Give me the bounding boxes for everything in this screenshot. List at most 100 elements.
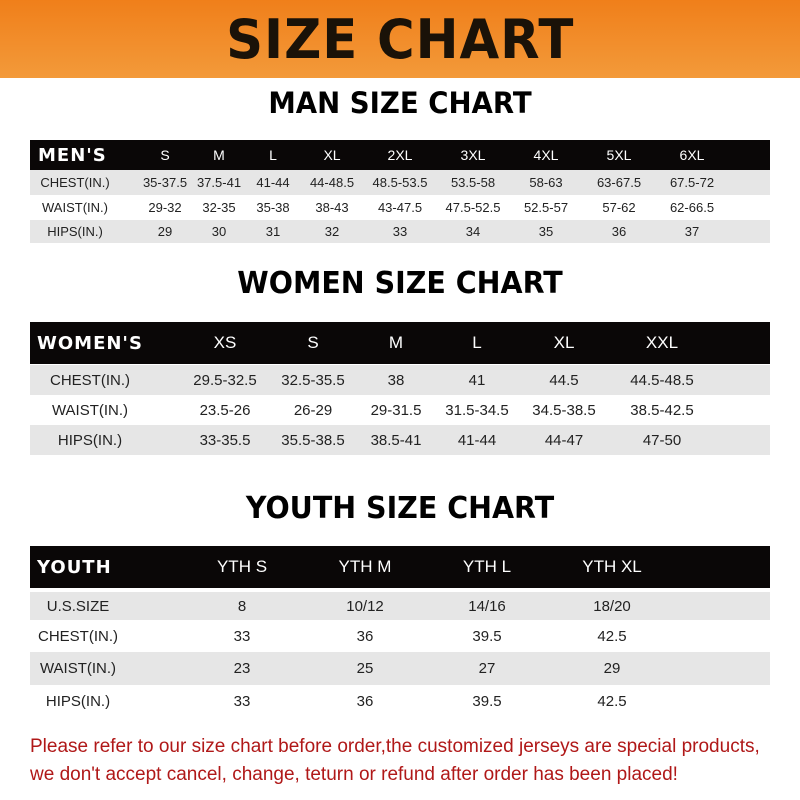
table-row: CHEST(IN.) 29.5-32.5 32.5-35.5 38 41 44.5 44.5… [30, 365, 770, 395]
table-header-row: YOUTH YTH S YTH M YTH L YTH XL [30, 546, 770, 588]
table-row: HIPS(IN.) 33 36 39.5 42.5 [30, 685, 770, 717]
table-cell: 32-35 [202, 200, 236, 215]
table-cell: 32.5-35.5 [281, 371, 345, 389]
size-header-cell: YTH XL [582, 557, 642, 576]
table-cell: 43-47.5 [377, 200, 423, 215]
table-cell: 41-44 [256, 175, 290, 190]
table-cell: 10/12 [346, 597, 384, 615]
table-row: CHEST(IN.) 33 36 39.5 42.5 [30, 620, 770, 652]
table-cell: 57-62 [602, 200, 636, 215]
table-cell: 39.5 [472, 692, 502, 710]
size-header-cell: XXL [645, 333, 679, 352]
table-cell: 29.5-32.5 [193, 371, 257, 389]
table-cell: 63-67.5 [596, 175, 642, 190]
size-header-cell: L [269, 147, 277, 163]
table-cell: 35-37.5 [142, 175, 188, 190]
table-cell: 29-31.5 [370, 401, 422, 419]
table-cell: 44-48.5 [309, 175, 355, 190]
table-cell: 23 [233, 660, 251, 677]
table-cell: 36 [356, 627, 374, 645]
table-cell: 31 [265, 224, 281, 239]
table-cell: 33-35.5 [199, 431, 251, 449]
table-cell: 34 [465, 224, 481, 239]
table-cell: 44.5-48.5 [630, 371, 694, 389]
table-cell: 34.5-38.5 [532, 401, 596, 419]
measurement-label: CHEST(IN.) [38, 627, 118, 645]
measurement-label: HIPS(IN.) [45, 692, 111, 710]
table-title-cell: WOMEN'S [37, 332, 143, 354]
size-header-cell: XL [323, 147, 341, 163]
table-header-row: WOMEN'S XS S M L XL XXL [30, 322, 770, 364]
table-cell: 25 [356, 660, 374, 677]
table-cell: 67.5-72 [669, 175, 715, 190]
footer-line-2: we don't accept cancel, change, teturn o… [30, 764, 678, 785]
footer-notice: Please refer to our size chart before or… [30, 733, 790, 789]
table-cell: 18/20 [593, 597, 631, 615]
size-header-cell: M [213, 147, 225, 163]
table-cell: 29-32 [148, 200, 182, 215]
men-section-title: MAN SIZE CHART [268, 86, 532, 120]
table-cell: 29 [603, 660, 621, 677]
measurement-label: HIPS(IN.) [57, 431, 123, 449]
footer-line-1: Please refer to our size chart before or… [30, 736, 760, 757]
size-header-cell: M [388, 333, 404, 352]
measurement-label: U.S.SIZE [46, 597, 110, 615]
size-header-cell: 3XL [460, 147, 486, 163]
size-header-cell: 2XL [387, 147, 413, 163]
table-cell: 14/16 [468, 597, 506, 615]
table-cell: 23.5-26 [199, 401, 251, 419]
table-cell: 26-29 [293, 401, 333, 419]
table-cell: 52.5-57 [523, 200, 569, 215]
banner-title: SIZE CHART [225, 7, 575, 71]
table-cell: 27 [478, 660, 496, 677]
measurement-label: CHEST(IN.) [40, 175, 110, 190]
size-header-cell: S [307, 333, 319, 352]
table-cell: 47.5-52.5 [445, 200, 501, 215]
measurement-label: WAIST(IN.) [39, 660, 117, 677]
size-header-cell: YTH L [462, 557, 512, 576]
table-cell: 36 [356, 692, 374, 710]
table-row: CHEST(IN.) 35-37.5 37.5-41 41-44 44-48.5 48.5… [30, 170, 770, 195]
table-title-cell: MEN'S [38, 144, 107, 166]
measurement-label: WAIST(IN.) [51, 401, 129, 419]
table-cell: 37.5-41 [196, 175, 242, 190]
table-cell: 37 [684, 224, 700, 239]
table-cell: 58-63 [529, 175, 563, 190]
table-row: U.S.SIZE 8 10/12 14/16 18/20 [30, 592, 770, 620]
measurement-label: WAIST(IN.) [42, 200, 108, 215]
table-cell: 39.5 [472, 627, 502, 645]
table-cell: 44.5 [549, 371, 579, 389]
women-section-title: WOMEN SIZE CHART [237, 266, 563, 301]
table-cell: 47-50 [642, 431, 682, 449]
size-header-cell: YTH M [338, 557, 392, 576]
size-header-cell: 6XL [679, 147, 705, 163]
size-header-cell: YTH S [216, 557, 268, 576]
table-row: WAIST(IN.) 29-32 32-35 35-38 38-43 43-47.5 47.… [30, 195, 770, 220]
table-cell: 38.5-42.5 [630, 401, 694, 419]
table-cell: 35 [538, 224, 554, 239]
size-header-cell: S [160, 147, 170, 163]
table-cell: 38-43 [315, 200, 349, 215]
table-cell: 35-38 [256, 200, 290, 215]
size-header-cell: 4XL [533, 147, 559, 163]
table-cell: 8 [237, 597, 247, 615]
table-cell: 31.5-34.5 [445, 401, 509, 419]
table-cell: 41 [468, 371, 486, 389]
table-row: HIPS(IN.) 29 30 31 32 33 34 35 36 37 [30, 220, 770, 243]
size-header-cell: 5XL [606, 147, 632, 163]
table-cell: 33 [233, 692, 251, 710]
table-cell: 33 [392, 224, 408, 239]
table-cell: 41-44 [457, 431, 497, 449]
table-cell: 44-47 [544, 431, 584, 449]
size-header-cell: L [472, 333, 482, 352]
table-row: WAIST(IN.) 23.5-26 26-29 29-31.5 31.5-34.5 34… [30, 395, 770, 425]
table-cell: 29 [157, 224, 173, 239]
table-cell: 33 [233, 627, 251, 645]
table-cell: 32 [324, 224, 340, 239]
size-header-cell: XL [553, 333, 575, 352]
table-cell: 53.5-58 [450, 175, 496, 190]
table-cell: 35.5-38.5 [281, 431, 345, 449]
table-cell: 36 [611, 224, 627, 239]
table-cell: 38.5-41 [370, 431, 422, 449]
table-row: HIPS(IN.) 33-35.5 35.5-38.5 38.5-41 41-44 44-… [30, 425, 770, 455]
